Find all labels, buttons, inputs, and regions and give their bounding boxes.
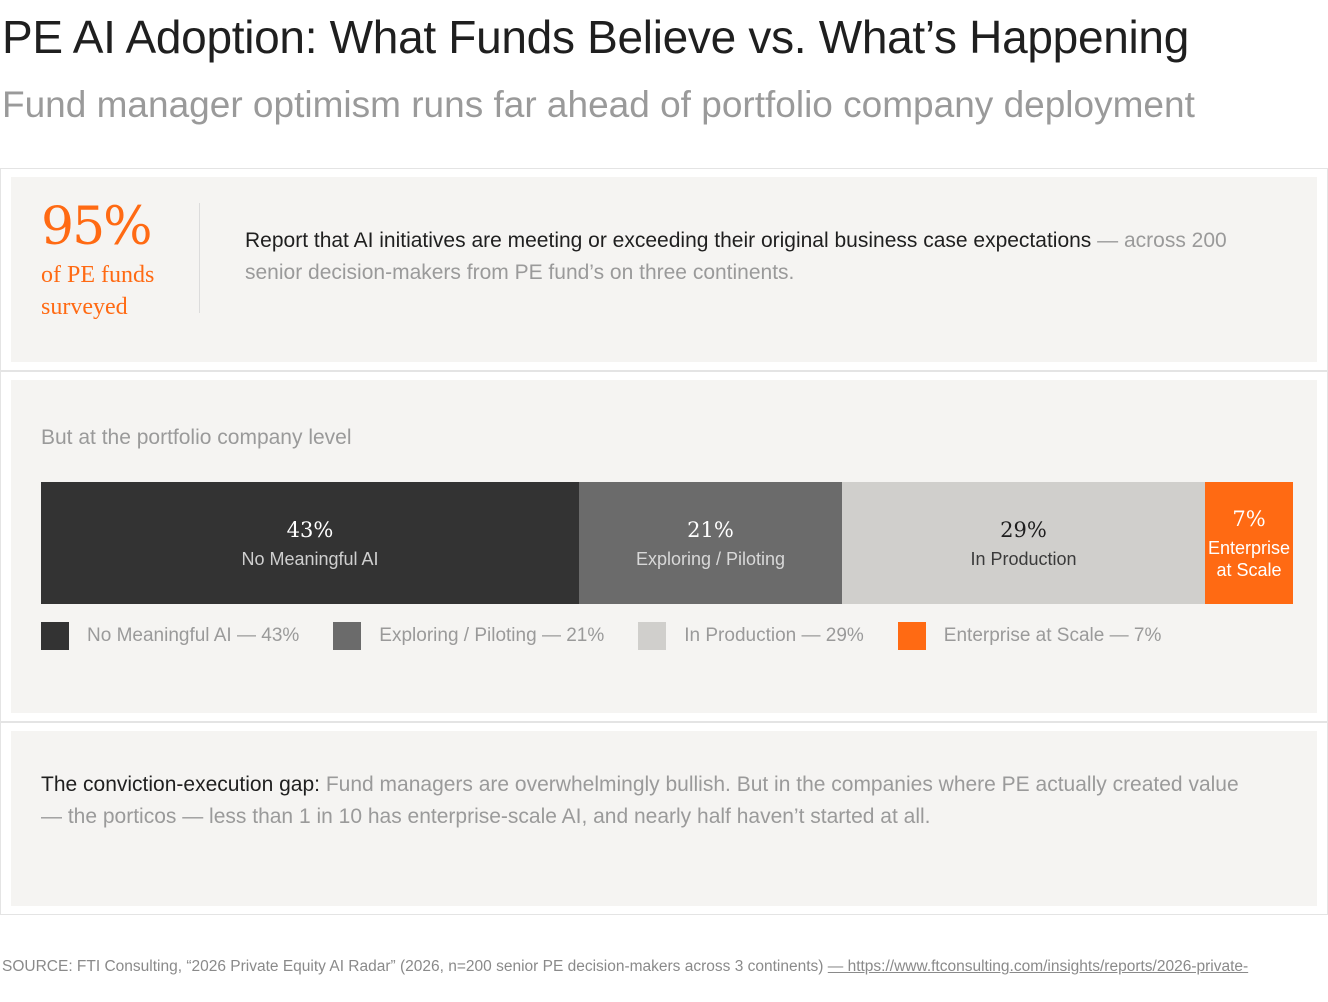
takeaway-card: The conviction-execution gap: Fund manag…: [0, 722, 1328, 915]
legend-item-3: In Production — 29%: [638, 622, 864, 650]
legend-label: Enterprise at Scale — 7%: [943, 625, 1162, 646]
source-link[interactable]: — https://www.ftconsulting.com/insights/…: [827, 958, 1249, 975]
page-title: PE AI Adoption: What Funds Believe vs. W…: [2, 11, 1190, 63]
bar-value-label: 43%: [286, 518, 334, 542]
takeaway-body: Fund managers are overwhelmingly bullish…: [41, 773, 1239, 828]
bar-segment-1: 43% No Meaningful AI: [41, 482, 579, 604]
bar-value-label: 7%: [1232, 507, 1266, 531]
stat-text-muted: across 200 senior decision-makers from P…: [245, 229, 1227, 284]
source-note: SOURCE: FTI Consulting, “2026 Private Eq…: [2, 954, 1312, 979]
bar-segment-3: 29% In Production: [842, 482, 1205, 604]
bar-category-label: In Production: [970, 549, 1077, 569]
chart-legend: No Meaningful AI — 43% Exploring / Piloti…: [41, 622, 1195, 650]
takeaway-text: The conviction-execution gap: Fund manag…: [41, 769, 1261, 833]
chart-title: But at the portfolio company level: [41, 426, 352, 449]
legend-swatch: [41, 622, 69, 650]
takeaway-lead: The conviction-execution gap:: [41, 773, 320, 796]
bar-value-label: 29%: [1000, 518, 1047, 542]
page-subtitle: Fund manager optimism runs far ahead of …: [2, 84, 1195, 125]
chart-card: But at the portfolio company level 43% No…: [0, 371, 1328, 722]
bar-category-label: No Meaningful AI: [241, 549, 379, 569]
legend-label: In Production — 29%: [684, 625, 864, 646]
legend-item-4: Enterprise at Scale — 7%: [897, 622, 1162, 650]
legend-label: Exploring / Piloting — 21%: [379, 625, 605, 646]
bar-segment-4: 7% Enterprise at Scale: [1205, 482, 1293, 604]
bar-value-label: 21%: [687, 518, 734, 542]
stacked-bar: 43% No Meaningful AI 21% Exploring / Piloti…: [41, 482, 1293, 604]
legend-swatch: [638, 622, 667, 650]
bar-segment-2: 21% Exploring / Piloting: [579, 482, 842, 604]
stat-divider: [199, 203, 200, 313]
stat-value: 95%: [41, 197, 153, 257]
bar-category-label: Enterprise at Scale: [1207, 538, 1291, 580]
takeaway-panel: The conviction-execution gap: Fund manag…: [11, 731, 1317, 906]
chart-panel: But at the portfolio company level 43% No…: [11, 380, 1317, 713]
stat-label: of PE funds surveyed: [41, 262, 155, 320]
legend-label: No Meaningful AI — 43%: [87, 625, 300, 646]
stat-text-sep: —: [1091, 229, 1124, 252]
legend-item-1: No Meaningful AI — 43%: [41, 622, 299, 650]
stat-panel: 95% of PE funds surveyed Report that AI …: [11, 177, 1317, 362]
bar-category-label: Exploring / Piloting: [635, 549, 786, 569]
legend-swatch: [333, 622, 362, 650]
legend-item-2: Exploring / Piloting — 21%: [333, 622, 604, 650]
stat-description: Report that AI initiatives are meeting o…: [245, 225, 1285, 289]
legend-swatch: [897, 622, 926, 650]
stat-text-main: Report that AI initiatives are meeting o…: [245, 229, 1092, 252]
stat-card: 95% of PE funds surveyed Report that AI …: [0, 168, 1328, 371]
source-text: SOURCE: FTI Consulting, “2026 Private Eq…: [2, 958, 828, 975]
